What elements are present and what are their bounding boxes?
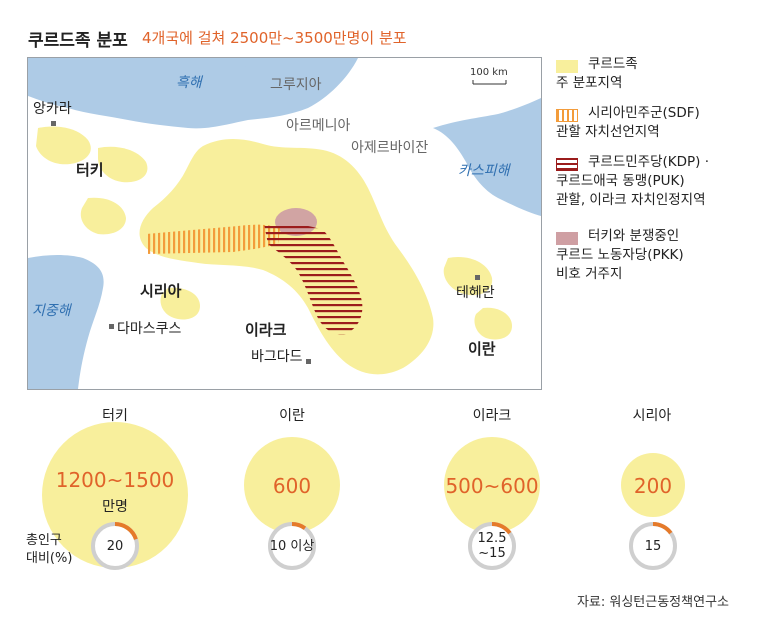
ratio-label: 총인구 대비(%) [26, 532, 72, 568]
kurdish-distribution-map: 100 km 흑해 카스피해 지중해 그루지아 아르메니아 아제르바이잔 터키 … [27, 57, 542, 390]
ratio-label-line1: 총인구 [26, 533, 62, 548]
legend-item-sdf: 시리아민주군(SDF) 관할 자치선언지역 [556, 104, 761, 142]
page-subtitle: 4개국에 걸쳐 2500만~3500만명이 분포 [142, 29, 407, 47]
city-label-damascus: 다마스쿠스 [117, 321, 182, 337]
ratio-ring-iraq [468, 522, 516, 570]
ratio-ring-turkey [91, 522, 139, 570]
legend-swatch-kurdish-area [556, 60, 578, 73]
ratio-arc-syria [652, 522, 673, 535]
map-scale: 100 km [470, 67, 508, 78]
legend-text: 쿠르드족 [588, 56, 638, 72]
city-marker-ankara [51, 121, 56, 126]
map-graphic [28, 58, 541, 389]
ratio-value-turkey: 20 [106, 539, 124, 554]
ratio-value-iraq: 12.5 ~15 [466, 531, 518, 561]
population-value-turkey: 1200~1500 [55, 468, 175, 492]
ratio-value-iraq-line1: 12.5 [477, 531, 507, 546]
city-label-tehran: 테헤란 [456, 285, 495, 301]
ratio-label-line2: 대비(%) [26, 551, 73, 566]
country-name-iran: 이란 [279, 408, 305, 424]
country-name-iraq: 이라크 [472, 408, 512, 424]
sdf-area [146, 224, 280, 254]
ratio-value-iran: 10 이상 [269, 539, 315, 554]
country-name-turkey: 터키 [102, 408, 128, 424]
neighbor-label-georgia: 그루지아 [270, 77, 322, 93]
legend-swatch-sdf [556, 109, 578, 122]
ratio-ring-syria [629, 522, 677, 570]
legend-text: 주 분포지역 [556, 75, 623, 91]
black-sea [28, 58, 358, 129]
legend-text: 터키와 분쟁중인 [588, 228, 680, 244]
mediterranean-sea [28, 255, 104, 389]
sea-label-mediterranean: 지중해 [32, 303, 71, 319]
legend-text: 쿠르드 노동자당(PKK) [556, 247, 684, 263]
legend-item-kurdish-area: 쿠르드족 주 분포지역 [556, 55, 761, 93]
ratio-arc-iran [291, 522, 307, 530]
ratio-arc-iraq [491, 522, 512, 535]
legend-text: 시리아민주군(SDF) [588, 105, 700, 121]
kdp-puk-area [264, 223, 363, 335]
legend-item-kdp-puk: 쿠르드민주당(KDP) · 쿠르드애국 동맹(PUK) 관할, 이라크 자치인정… [556, 153, 761, 210]
sea-label-black-sea: 흑해 [176, 75, 202, 91]
ratio-arc-turkey [114, 522, 138, 540]
population-circle-syria [621, 453, 685, 517]
neighbor-label-azerbaijan: 아제르바이잔 [351, 140, 429, 156]
legend-text: 쿠르드민주당(KDP) · [588, 154, 710, 170]
country-label-iraq: 이라크 [245, 321, 287, 339]
source-note: 자료: 워싱턴근동정책연구소 [576, 595, 729, 610]
ratio-value-syria: 15 [644, 539, 662, 554]
legend-swatch-kdp-puk [556, 158, 578, 171]
city-label-baghdad: 바그다드 [251, 349, 303, 365]
caspian-sea [433, 98, 541, 216]
neighbor-label-armenia: 아르메니아 [286, 118, 351, 134]
population-value-syria: 200 [633, 474, 673, 498]
sea-label-caspian: 카스피해 [458, 163, 510, 179]
population-value-iraq: 500~600 [445, 474, 539, 498]
population-value-iran: 600 [272, 474, 312, 498]
legend-swatch-pkk [556, 232, 578, 245]
ratio-ring-iran [268, 522, 316, 570]
page-title: 쿠르드족 분포 [28, 31, 128, 51]
legend-item-pkk: 터키와 분쟁중인 쿠르드 노동자당(PKK) 비호 거주지 [556, 227, 761, 284]
population-circle-iraq [444, 437, 540, 533]
city-marker-baghdad [306, 359, 311, 364]
population-unit: 만명 [102, 499, 128, 515]
city-marker-tehran [475, 275, 480, 280]
legend-text: 쿠르드애국 동맹(PUK) [556, 173, 685, 189]
legend-text: 관할 자치선언지역 [556, 124, 660, 140]
city-marker-damascus [109, 324, 114, 329]
country-label-iran: 이란 [468, 340, 496, 358]
legend-text: 비호 거주지 [556, 266, 623, 282]
country-label-syria: 시리아 [140, 282, 182, 300]
population-circle-iran [244, 437, 340, 533]
legend-text: 관할, 이라크 자치인정지역 [556, 192, 706, 208]
country-label-turkey: 터키 [76, 161, 104, 179]
ratio-value-iraq-line2: ~15 [478, 546, 506, 561]
city-label-ankara: 앙카라 [33, 101, 72, 117]
country-name-syria: 시리아 [632, 408, 672, 424]
